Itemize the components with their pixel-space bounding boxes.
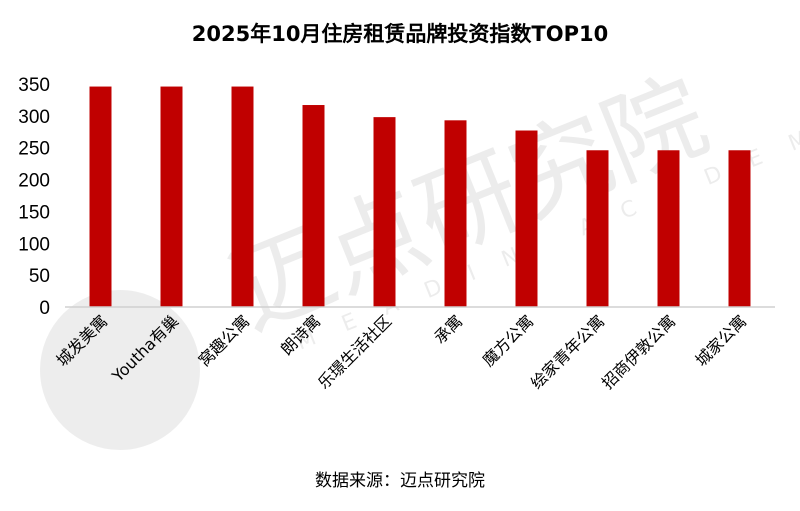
y-tick-label: 100: [18, 234, 50, 255]
y-tick-label: 50: [29, 266, 50, 287]
bar: [586, 150, 609, 307]
x-tick-label: 招商伊敦公寓: [598, 311, 679, 392]
source-note: 数据来源：迈点研究院: [315, 471, 485, 491]
watermark-logo-icon: [40, 290, 200, 450]
bar: [728, 150, 751, 307]
chart-title: 2025年10月住房租赁品牌投资指数TOP10: [191, 22, 609, 46]
y-tick-label: 350: [18, 75, 50, 96]
y-tick-label: 200: [18, 171, 50, 192]
bar: [89, 86, 112, 307]
bar: [160, 86, 183, 307]
x-tick-label: 绘家青年公寓: [527, 311, 608, 392]
bar: [444, 120, 467, 308]
bar: [515, 130, 538, 307]
watermark: 迈点研究院 MEADIN ACADEMY: [40, 56, 800, 450]
y-tick-label: 300: [18, 107, 50, 128]
bar: [373, 117, 396, 307]
y-tick-label: 0: [39, 298, 50, 319]
x-tick-label: 魔方公寓: [479, 311, 538, 370]
x-tick-label: 城家公寓: [692, 311, 751, 370]
bar: [231, 86, 254, 307]
x-tick-label: 承寓: [430, 311, 466, 347]
x-tick-label: 窝趣公寓: [195, 311, 254, 370]
bar: [302, 105, 325, 307]
y-tick-label: 150: [18, 202, 50, 223]
y-tick-label: 250: [18, 139, 50, 160]
bar: [657, 150, 680, 307]
